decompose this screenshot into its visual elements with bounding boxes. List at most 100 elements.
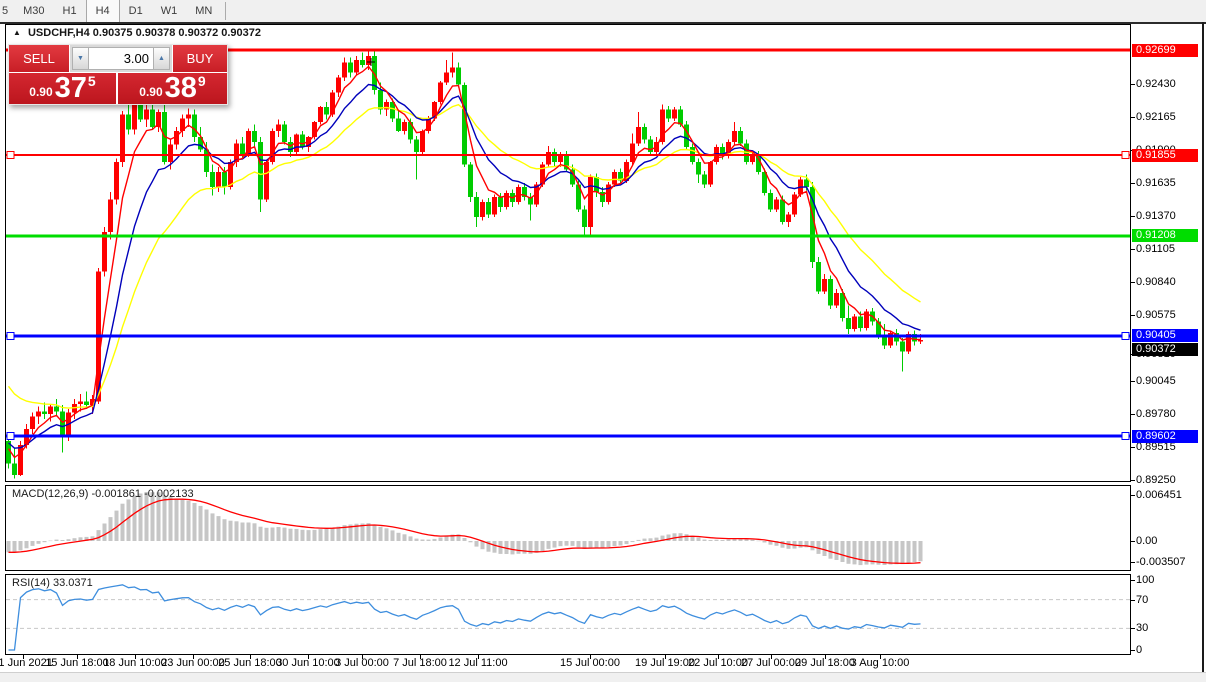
time-tick (250, 655, 251, 659)
rsi-canvas[interactable] (6, 575, 1130, 654)
symbol-ohlc-line: ▲ USDCHF,H4 0.90375 0.90378 0.90372 0.90… (13, 27, 261, 39)
buy-price-big: 38 (164, 72, 197, 104)
tf-button-m30[interactable]: M30 (23, 5, 45, 17)
hline-handle (6, 331, 15, 340)
axis-tick (1131, 600, 1135, 601)
y-axis-label: 0.91635 (1136, 177, 1176, 189)
time-tick (478, 655, 479, 659)
time-tick (590, 655, 591, 659)
axis-tick (1131, 447, 1135, 448)
axis-tick (1131, 650, 1135, 651)
toolbar-separator (225, 2, 227, 20)
volume-increase-icon[interactable]: ▲ (153, 47, 170, 70)
rsi-axis-label: 100 (1136, 574, 1155, 586)
price-tag-0.91855: 0.91855 (1132, 148, 1198, 162)
time-tick (362, 655, 363, 659)
y-axis-label: 0.90840 (1136, 276, 1176, 288)
tf-button-mn[interactable]: MN (195, 5, 213, 17)
price-chart-pane[interactable] (5, 24, 1131, 482)
chevron-up-icon[interactable]: ▲ (13, 28, 21, 37)
symbol-label: USDCHF,H4 (27, 27, 90, 39)
x-axis-label: 27 Jul 00:00 (741, 657, 801, 669)
hline-handle (1121, 331, 1130, 340)
macd-indicator-label: MACD(12,26,9) -0.001861 -0.002133 (12, 488, 194, 500)
rsi-indicator-label: RSI(14) 33.0371 (12, 577, 93, 589)
timeframe-toolbar: 5 M30 H1 H4 D1 W1 MN (0, 0, 1206, 23)
macd-pane[interactable] (5, 485, 1131, 571)
price-tag-0.91208: 0.91208 (1132, 229, 1198, 243)
rsi-pane[interactable] (5, 574, 1131, 655)
x-axis-label: 3 Jul 00:00 (335, 657, 389, 669)
axis-tick (1131, 216, 1135, 217)
volume-decrease-icon[interactable]: ▼ (72, 47, 89, 70)
y-axis-label: 0.91105 (1136, 243, 1175, 255)
time-tick (193, 655, 194, 659)
rsi-axis-label: 30 (1136, 622, 1149, 634)
sell-button[interactable]: SELL (9, 45, 70, 72)
ohlc-values: 0.90375 0.90378 0.90372 0.90372 (92, 27, 261, 39)
time-tick (665, 655, 666, 659)
x-axis-label: 19 Jul 19:00 (635, 657, 695, 669)
macd-canvas[interactable] (6, 486, 1130, 570)
rsi-line (8, 584, 921, 651)
price-tag-0.92699: 0.92699 (1132, 43, 1198, 57)
y-axis-label: 0.90045 (1136, 375, 1176, 387)
hline-handle (1121, 151, 1130, 160)
ma-line-11 (8, 83, 921, 449)
x-axis-label: 23 Jun 00:00 (161, 657, 225, 669)
time-tick (771, 655, 772, 659)
hline-handle (6, 432, 15, 440)
price-scale[interactable]: 0.924300.921650.919000.916350.913700.911… (1132, 0, 1205, 672)
axis-tick (1131, 580, 1135, 581)
axis-tick (1131, 562, 1135, 563)
tf-button-h4[interactable]: H4 (85, 0, 120, 22)
buy-price-button[interactable]: 0.90 38 9 (118, 73, 227, 104)
y-axis-label: 0.92430 (1136, 78, 1176, 90)
y-axis-label: 0.90575 (1136, 309, 1176, 321)
volume-input[interactable]: 3.00 (89, 47, 153, 70)
tf-button-w1[interactable]: W1 (160, 5, 178, 17)
x-axis-label: 30 Jun 10:00 (276, 657, 340, 669)
axis-tick (1131, 315, 1135, 316)
axis-tick (1131, 495, 1135, 496)
axis-tick (1131, 414, 1135, 415)
axis-tick (1131, 249, 1135, 250)
axis-tick (1131, 117, 1135, 118)
window-top-border (0, 22, 1206, 24)
bottom-status-strip (0, 672, 1206, 682)
rsi-axis-label: 70 (1136, 594, 1149, 606)
y-axis-label: 0.89250 (1136, 474, 1176, 486)
macd-axis-label: 0.006451 (1136, 489, 1182, 501)
hline-handle (1121, 432, 1130, 440)
buy-price-prefix: 0.90 (139, 85, 163, 99)
axis-tick (1131, 541, 1135, 542)
tf-button-h1[interactable]: H1 (62, 5, 77, 17)
macd-axis-label: -0.003507 (1136, 556, 1186, 568)
tf-button-d1[interactable]: D1 (128, 5, 143, 17)
y-axis-label: 0.89515 (1136, 441, 1176, 453)
x-axis-label: 18 Jun 10:00 (103, 657, 167, 669)
x-axis-label: 7 Jul 18:00 (393, 657, 447, 669)
time-tick (308, 655, 309, 659)
macd-axis-label: 0.00 (1136, 535, 1158, 547)
buy-price-pip: 9 (197, 73, 206, 89)
price-chart-canvas[interactable] (6, 25, 1130, 481)
x-axis-label: 15 Jun 18:00 (45, 657, 109, 669)
sell-price-button[interactable]: 0.90 37 5 (9, 73, 118, 104)
price-tag-0.89602: 0.89602 (1132, 429, 1198, 443)
time-tick (135, 655, 136, 659)
macd-signal-line (8, 498, 921, 565)
x-axis-label: 22 Jul 10:00 (688, 657, 748, 669)
time-tick (77, 655, 78, 659)
macd-histogram (6, 492, 923, 566)
sell-price-big: 37 (54, 72, 87, 104)
time-tick (718, 655, 719, 659)
buy-button[interactable]: BUY (172, 45, 227, 72)
axis-tick (1131, 84, 1135, 85)
volume-stepper: ▼ 3.00 ▲ (70, 45, 172, 72)
x-axis-label: 3 Aug 10:00 (850, 657, 910, 669)
axis-tick (1131, 480, 1135, 481)
time-tick (880, 655, 881, 659)
tf-button-5[interactable]: 5 (2, 5, 9, 17)
